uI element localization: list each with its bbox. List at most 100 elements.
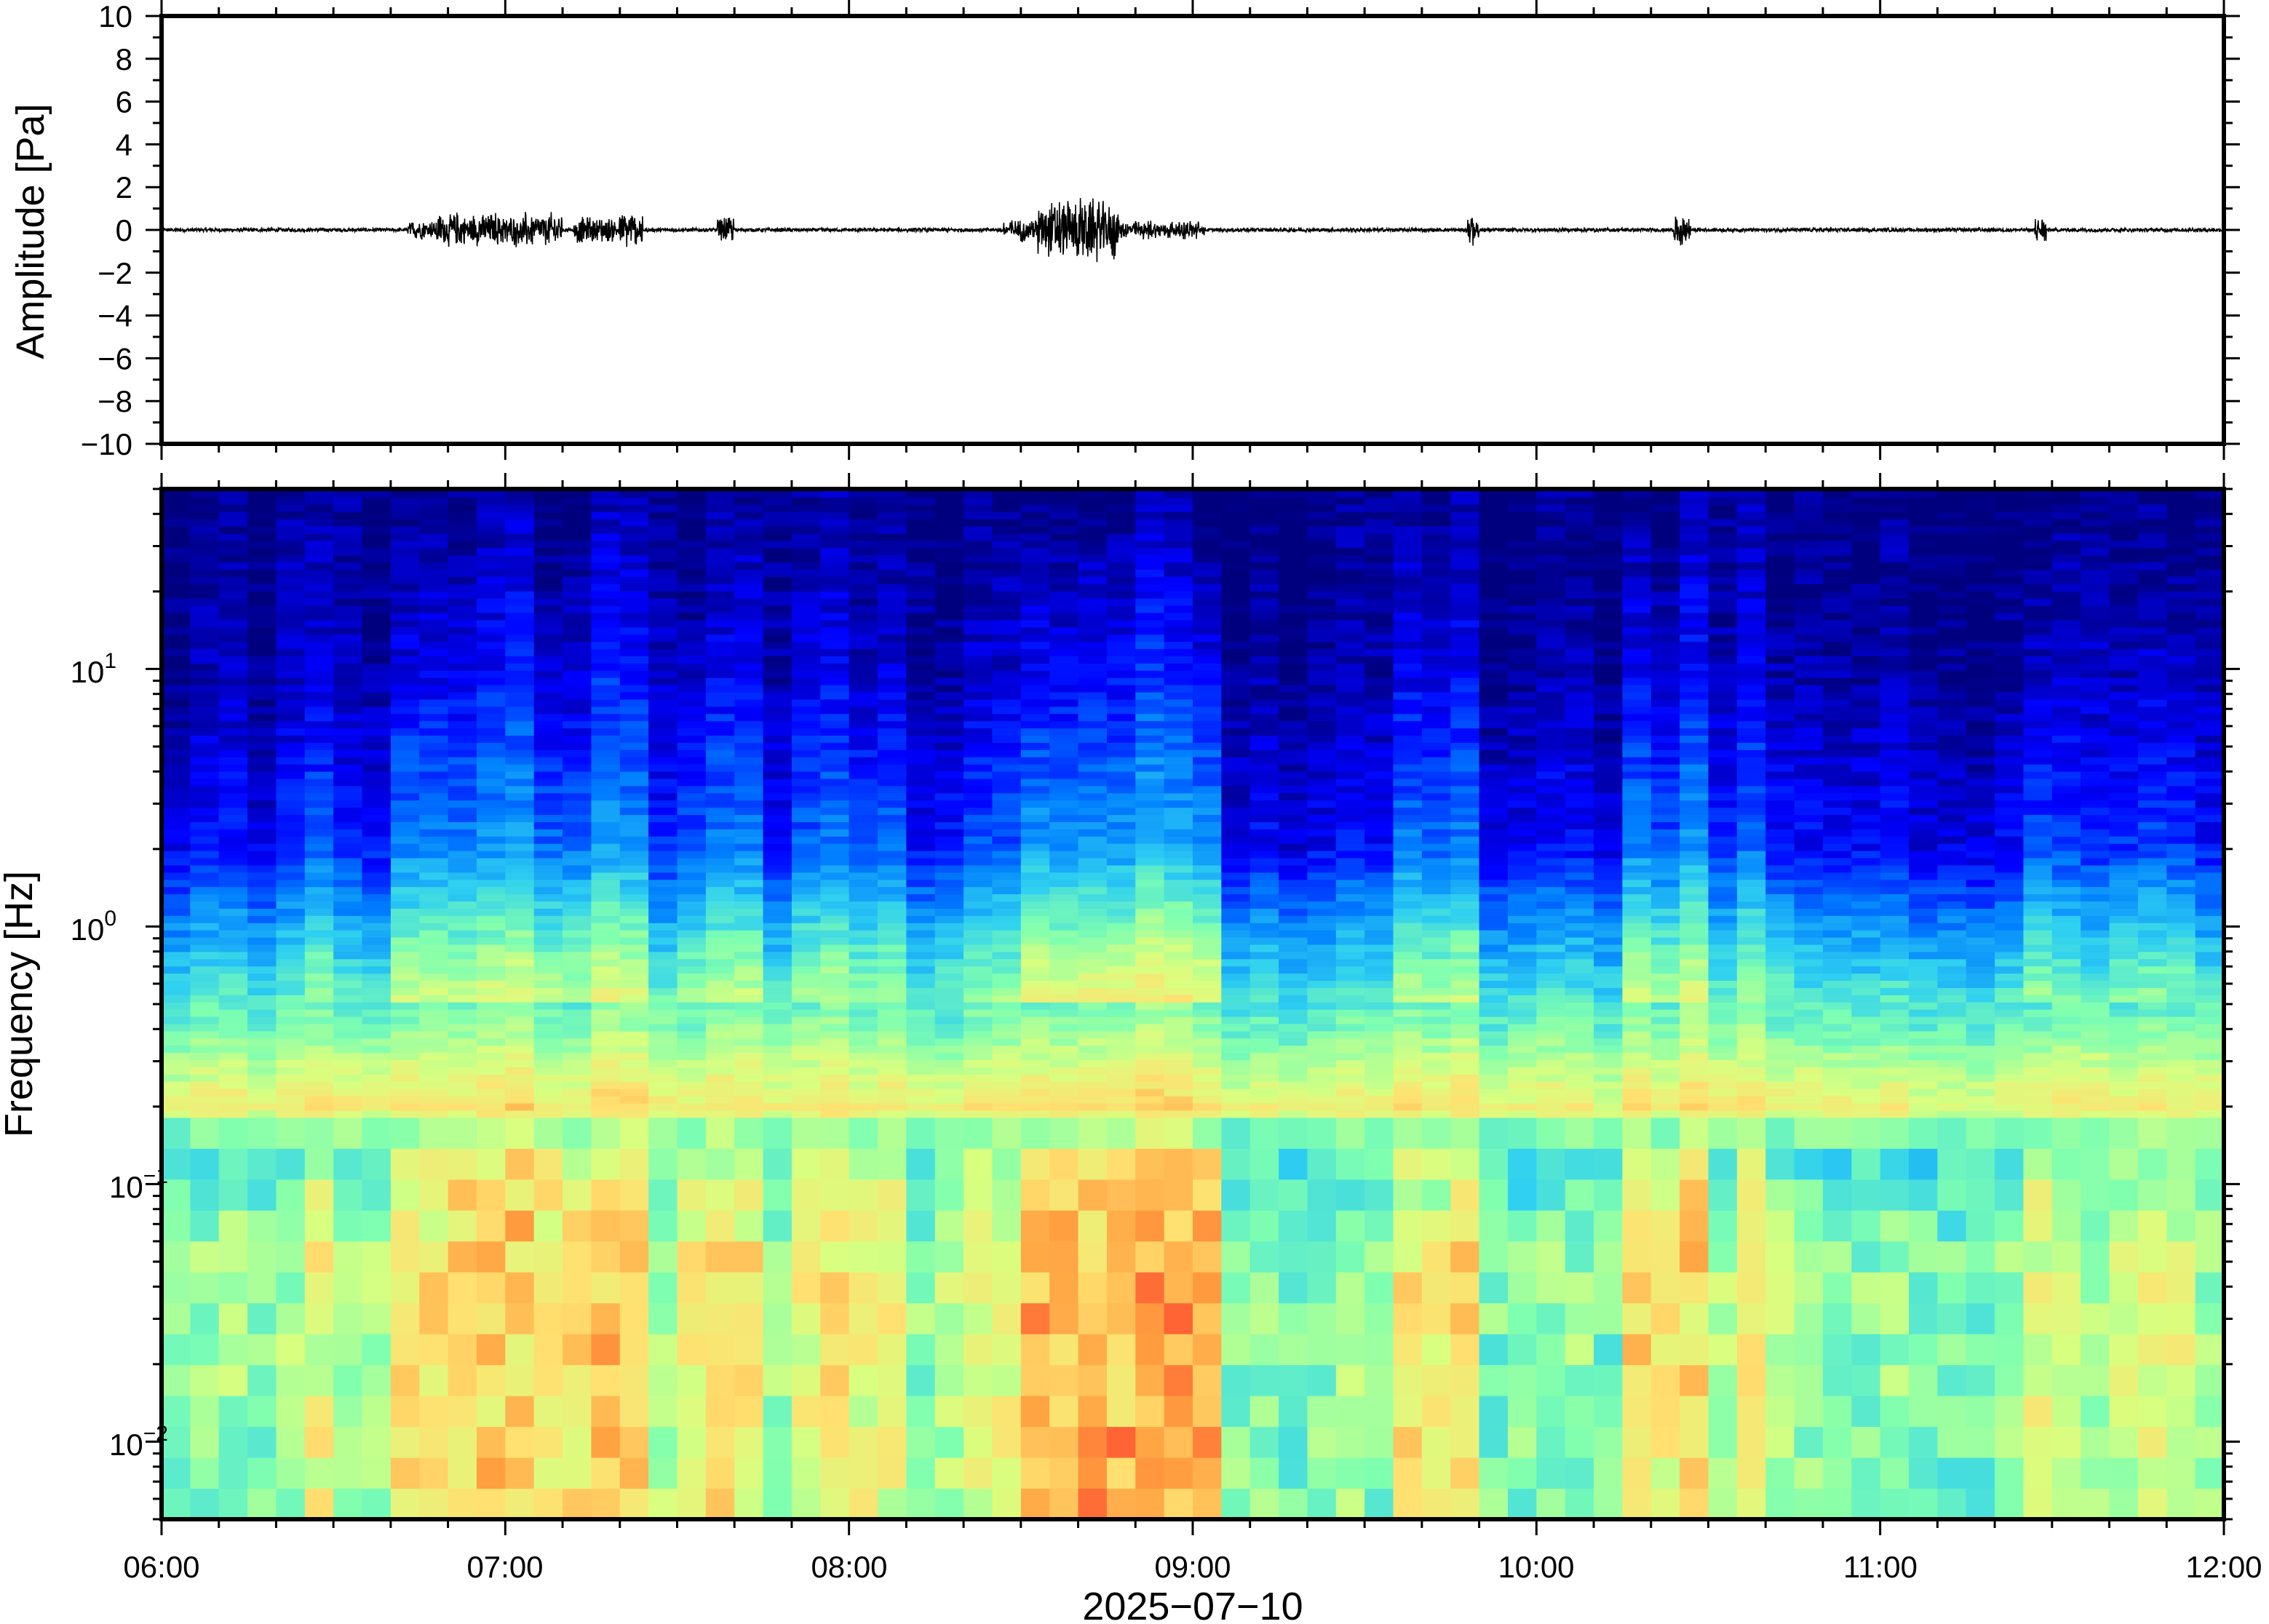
spectrogram-cell	[1307, 519, 1337, 527]
spectrogram-cell	[1135, 634, 1165, 642]
spectrogram-cell	[619, 634, 649, 642]
spectrogram-cell	[362, 691, 392, 700]
spectrogram-cell	[1049, 915, 1079, 923]
spectrogram-cell	[1164, 857, 1193, 866]
spectrogram-cell	[162, 908, 191, 916]
spectrogram-cell	[705, 923, 735, 931]
spectrogram-cell	[333, 843, 363, 851]
spectrogram-cell	[677, 540, 707, 549]
spectrogram-cell	[1479, 1038, 1509, 1046]
spectrogram-cell	[333, 1117, 363, 1149]
spectrogram-cell	[1307, 533, 1337, 541]
spectrogram-cell	[963, 936, 993, 945]
spectrogram-cell	[304, 554, 334, 563]
spectrogram-cell	[218, 706, 248, 715]
spectrogram-cell	[247, 1009, 277, 1017]
spectrogram-cell	[992, 742, 1022, 750]
spectrogram-cell	[476, 598, 506, 606]
spectrogram-cell	[1364, 1096, 1394, 1104]
spectrogram-cell	[1135, 1002, 1165, 1010]
spectrogram-cell	[563, 792, 592, 801]
spectrogram-cell	[791, 771, 821, 779]
spectrogram-cell	[1421, 490, 1451, 498]
spectrogram-cell	[1279, 1179, 1308, 1211]
spectrogram-cell	[1164, 886, 1193, 895]
spectrogram-cell	[276, 821, 306, 829]
spectrogram-cell	[333, 995, 363, 1003]
spectrogram-cell	[505, 1067, 535, 1075]
spectrogram-cell	[1078, 576, 1108, 584]
spectrogram-cell	[677, 525, 707, 534]
spectrogram-cell	[1193, 864, 1222, 873]
spectrogram-cell	[1335, 1148, 1365, 1180]
spectrogram-cell	[390, 1148, 420, 1180]
spectrogram-cell	[591, 951, 621, 960]
spectrogram-cell	[476, 1117, 506, 1149]
spectrogram-cell	[820, 598, 850, 606]
spectrogram-cell	[1335, 663, 1365, 671]
spectrogram-cell	[419, 785, 449, 794]
spectrogram-cell	[419, 663, 449, 671]
spectrogram-cell	[734, 1302, 764, 1334]
spectrogram-cell	[476, 512, 506, 520]
spectrogram-cell	[476, 1096, 506, 1104]
spectrogram-cell	[1393, 1117, 1423, 1149]
spectrogram-cell	[849, 886, 878, 895]
spectrogram-cell	[1307, 504, 1337, 512]
spectrogram-cell	[677, 814, 707, 822]
spectrogram-cell	[1049, 901, 1079, 909]
spectrogram-cell	[476, 893, 506, 901]
spectrogram-cell	[677, 821, 707, 829]
spectrogram-cell	[992, 1023, 1022, 1032]
spectrogram-cell	[963, 836, 993, 844]
spectrogram-cell	[1507, 843, 1537, 851]
spectrogram-cell	[1364, 533, 1394, 541]
spectrogram-cell	[218, 1102, 248, 1111]
spectrogram-cell	[563, 1102, 592, 1111]
spectrogram-cell	[878, 591, 907, 599]
spectrogram-cell	[390, 512, 420, 520]
spectrogram-cell	[1249, 757, 1279, 765]
spectrogram-cell	[1364, 1334, 1394, 1366]
spectrogram-cell	[934, 1030, 964, 1039]
spectrogram-cell	[1135, 908, 1165, 916]
spectrogram-cell	[218, 1067, 248, 1075]
spectrogram-cell	[419, 641, 449, 650]
spectrogram-cell	[1335, 757, 1365, 765]
spectrogram-cell	[1020, 821, 1050, 829]
spectrogram-cell	[276, 915, 306, 923]
spectrogram-cell	[1279, 771, 1308, 779]
spectrogram-cell	[734, 1023, 764, 1032]
spectrogram-cell	[963, 1009, 993, 1017]
spectrogram-cell	[505, 562, 535, 570]
spectrogram-cell	[505, 864, 535, 873]
spectrogram-cell	[162, 525, 191, 534]
spectrogram-cell	[476, 1272, 506, 1304]
spectrogram-cell	[1479, 851, 1509, 859]
spectrogram-cell	[591, 735, 621, 743]
spectrogram-cell	[476, 533, 506, 541]
spectrogram-cell	[448, 764, 477, 772]
spectrogram-cell	[276, 1148, 306, 1180]
spectrogram-cell	[304, 966, 334, 974]
spectrogram-cell	[1193, 626, 1222, 635]
spectrogram-cell	[390, 821, 420, 829]
spectrogram-cell	[934, 1102, 964, 1111]
spectrogram-cell	[1307, 540, 1337, 549]
spectrogram-cell	[448, 1009, 477, 1017]
spectrogram-cell	[619, 807, 649, 816]
spectrogram-cell	[1335, 720, 1365, 729]
spectrogram-cell	[878, 930, 907, 938]
spectrogram-cell	[419, 987, 449, 995]
spectrogram-cell	[1450, 923, 1480, 931]
spectrogram-cell	[247, 605, 277, 613]
spectrogram-cell	[791, 547, 821, 556]
spectrogram-cell	[992, 814, 1022, 822]
spectrogram-cell	[1049, 698, 1079, 707]
spectrogram-cell	[1364, 1038, 1394, 1046]
spectrogram-cell	[533, 1102, 563, 1111]
spectrogram-cell	[849, 698, 878, 707]
spectrogram-cell	[190, 1067, 220, 1075]
spectrogram-cell	[992, 987, 1022, 995]
spectrogram-cell	[162, 958, 191, 967]
